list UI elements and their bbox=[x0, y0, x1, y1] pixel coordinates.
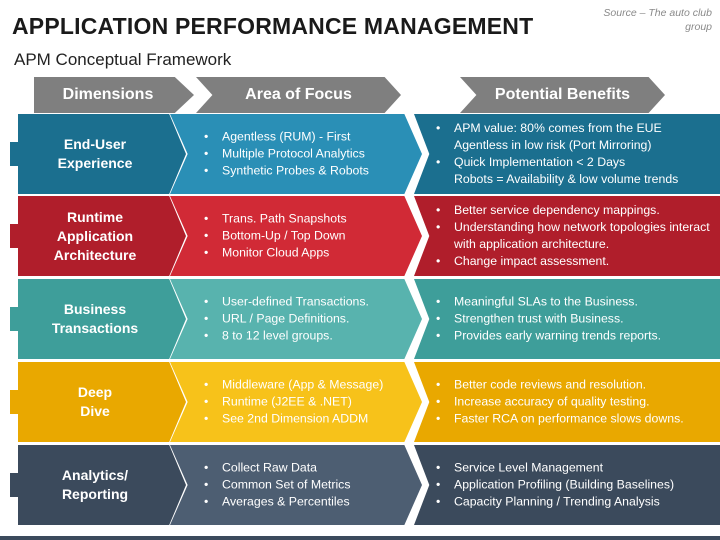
benefit-item: Understanding how network topologies int… bbox=[432, 219, 717, 253]
framework-row: Better code reviews and resolution.Incre… bbox=[0, 362, 720, 442]
focus-item: URL / Page Definitions. bbox=[200, 311, 410, 328]
bottom-bar bbox=[0, 536, 720, 540]
benefit-item: Robots = Availability & low volume trend… bbox=[454, 172, 679, 186]
benefits-cell: Service Level ManagementApplication Prof… bbox=[414, 445, 720, 525]
dimension-label: Business Transactions bbox=[18, 279, 186, 359]
benefit-item: Quick Implementation < 2 Days bbox=[432, 154, 717, 171]
framework-row: APM value: 80% comes from the EUEAgentle… bbox=[0, 114, 720, 194]
focus-item: Averages & Percentiles bbox=[200, 494, 410, 511]
dimension-label: Analytics/ Reporting bbox=[18, 445, 186, 525]
focus-item: Multiple Protocol Analytics bbox=[200, 146, 410, 163]
dimension-label: Deep Dive bbox=[18, 362, 186, 442]
focus-cell: Middleware (App & Message)Runtime (J2EE … bbox=[170, 362, 422, 442]
benefit-item: Agentless in low risk (Port Mirroring) bbox=[454, 138, 652, 152]
benefits-cell: Better service dependency mappings.Under… bbox=[414, 196, 720, 276]
focus-item: Agentless (RUM) - First bbox=[200, 129, 410, 146]
dimension-label: Runtime Application Architecture bbox=[18, 196, 186, 276]
benefit-item: Strengthen trust with Business. bbox=[432, 311, 717, 328]
benefit-item: Increase accuracy of quality testing. bbox=[432, 394, 717, 411]
benefits-list: Service Level ManagementApplication Prof… bbox=[432, 460, 717, 511]
benefit-item: Change impact assessment. bbox=[432, 253, 717, 270]
focus-item: Synthetic Probes & Robots bbox=[200, 163, 410, 180]
benefit-item: APM value: 80% comes from the EUE bbox=[432, 120, 717, 137]
focus-item: User-defined Transactions. bbox=[200, 294, 410, 311]
benefit-item: Application Profiling (Building Baseline… bbox=[432, 477, 717, 494]
benefits-list: Better service dependency mappings.Under… bbox=[432, 202, 717, 270]
benefit-item: Faster RCA on performance slows downs. bbox=[432, 411, 717, 428]
benefits-list: APM value: 80% comes from the EUEAgentle… bbox=[432, 120, 717, 188]
page-subtitle: APM Conceptual Framework bbox=[14, 50, 232, 69]
benefits-cell: Meaningful SLAs to the Business.Strength… bbox=[414, 279, 720, 359]
framework-row: Better service dependency mappings.Under… bbox=[0, 196, 720, 276]
benefit-item: Better service dependency mappings. bbox=[432, 202, 717, 219]
benefit-item: Better code reviews and resolution. bbox=[432, 377, 717, 394]
benefit-item: Meaningful SLAs to the Business. bbox=[432, 294, 717, 311]
focus-item: Collect Raw Data bbox=[200, 460, 410, 477]
header-dimensions: Dimensions bbox=[34, 77, 194, 113]
page-title: APPLICATION PERFORMANCE MANAGEMENT bbox=[12, 13, 534, 39]
focus-item: See 2nd Dimension ADDM bbox=[200, 411, 410, 428]
focus-cell: Trans. Path SnapshotsBottom-Up / Top Dow… bbox=[170, 196, 422, 276]
focus-item: Common Set of Metrics bbox=[200, 477, 410, 494]
header-potential-benefits: Potential Benefits bbox=[460, 77, 665, 113]
focus-item: 8 to 12 level groups. bbox=[200, 328, 410, 345]
focus-list: Trans. Path SnapshotsBottom-Up / Top Dow… bbox=[200, 211, 410, 262]
focus-cell: Collect Raw DataCommon Set of MetricsAve… bbox=[170, 445, 422, 525]
focus-list: Agentless (RUM) - FirstMultiple Protocol… bbox=[200, 129, 410, 180]
framework-row: Service Level ManagementApplication Prof… bbox=[0, 445, 720, 525]
benefits-list: Meaningful SLAs to the Business.Strength… bbox=[432, 294, 717, 345]
focus-cell: Agentless (RUM) - FirstMultiple Protocol… bbox=[170, 114, 422, 194]
focus-list: User-defined Transactions.URL / Page Def… bbox=[200, 294, 410, 345]
framework-row: Meaningful SLAs to the Business.Strength… bbox=[0, 279, 720, 359]
source-note: Source – The auto club group bbox=[603, 7, 712, 33]
benefits-cell: Better code reviews and resolution.Incre… bbox=[414, 362, 720, 442]
focus-list: Middleware (App & Message)Runtime (J2EE … bbox=[200, 377, 410, 428]
benefits-list: Better code reviews and resolution.Incre… bbox=[432, 377, 717, 428]
dimension-label: End-User Experience bbox=[18, 114, 186, 194]
focus-item: Runtime (J2EE & .NET) bbox=[200, 394, 410, 411]
focus-list: Collect Raw DataCommon Set of MetricsAve… bbox=[200, 460, 410, 511]
header-area-of-focus: Area of Focus bbox=[196, 77, 401, 113]
benefit-item: Service Level Management bbox=[432, 460, 717, 477]
benefit-item: Provides early warning trends reports. bbox=[432, 328, 717, 345]
focus-item: Bottom-Up / Top Down bbox=[200, 228, 410, 245]
focus-cell: User-defined Transactions.URL / Page Def… bbox=[170, 279, 422, 359]
focus-item: Monitor Cloud Apps bbox=[200, 245, 410, 262]
focus-item: Middleware (App & Message) bbox=[200, 377, 410, 394]
benefit-item: Capacity Planning / Trending Analysis bbox=[432, 494, 717, 511]
focus-item: Trans. Path Snapshots bbox=[200, 211, 410, 228]
benefits-cell: APM value: 80% comes from the EUEAgentle… bbox=[414, 114, 720, 194]
